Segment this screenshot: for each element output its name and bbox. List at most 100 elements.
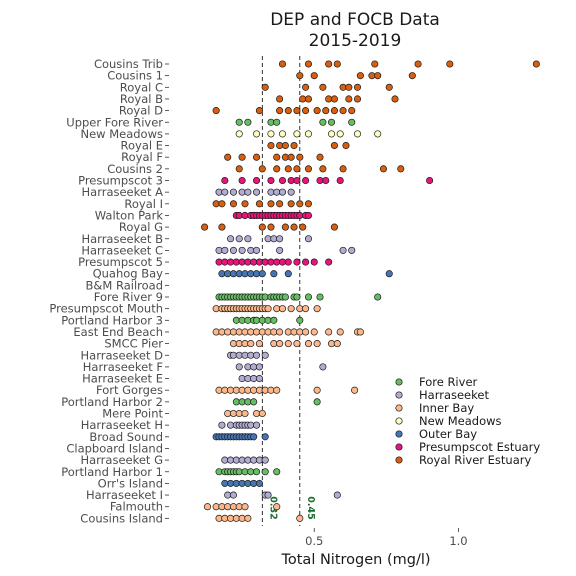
data-point [302,176,310,185]
data-point [313,386,321,394]
data-point [322,176,330,185]
data-point [276,235,284,243]
data-point [304,340,313,348]
data-point [278,188,287,196]
data-point [336,328,344,336]
data-point [287,188,295,196]
data-point [250,433,258,441]
reference-line-label: 0.45 [305,496,316,519]
data-point [374,72,382,80]
y-tick-label-royal-e: Royal E [121,139,163,153]
data-point [293,258,301,266]
data-point [284,165,292,173]
y-tick-label-cousins-island: Cousins Island [80,511,163,525]
data-point [255,340,263,348]
y-tick-label-royal-b: Royal B [120,92,163,106]
data-point [333,340,341,348]
y-tick-label-royal-f: Royal F [121,150,163,164]
data-point [258,223,266,231]
data-point [333,60,341,68]
y-tick-label-harraseeket-d: Harraseeket D [81,348,164,362]
data-point [281,142,289,150]
data-point [325,258,333,266]
data-point [241,200,249,208]
data-point [229,200,238,208]
data-point [267,176,275,185]
data-point [345,95,353,103]
data-point [235,130,243,138]
data-point [353,83,362,91]
data-point [353,95,362,103]
data-point [241,409,249,418]
legend-label: Fore River [419,375,478,389]
data-point [316,293,324,301]
data-point [276,200,284,208]
y-tick-label-presumpscot-5: Presumpscot 5 [78,255,163,269]
data-point [238,176,246,185]
data-point [278,130,287,138]
data-point [238,153,246,161]
data-point [252,153,261,161]
y-tick-label-royal-c: Royal C [120,80,163,94]
y-tick-label-harraseeket-c: Harraseeket C [81,243,163,257]
y-tick-label-falmouth: Falmouth [110,500,163,514]
data-point [227,235,235,243]
data-point [203,503,212,511]
data-point [339,165,347,173]
y-tick-label-harraseeket-f: Harraseeket F [83,360,163,374]
data-point [252,468,261,476]
data-point [351,386,359,394]
data-point [273,503,281,511]
data-point [316,153,324,161]
data-point [267,223,275,231]
data-point [304,130,313,138]
data-point [348,246,356,254]
data-point [255,479,263,487]
data-point [284,258,292,266]
data-point [342,142,350,150]
y-tick-label-b-m-railroad: B&M Railroad [86,278,163,292]
y-tick-label-harraseeket-g: Harraseeket G [80,453,163,467]
data-point [336,130,344,138]
data-point [267,142,275,150]
y-tick-label-mere-point: Mere Point [102,407,163,421]
data-point [284,270,292,278]
data-point [252,176,261,185]
data-point [267,130,275,138]
data-point [385,83,393,91]
y-tick-label-cousins-trib: Cousins Trib [94,57,163,71]
data-point [267,200,275,208]
data-point [293,130,301,138]
data-point [397,165,405,173]
y-tick-label-royal-g: Royal G [119,220,163,234]
data-point [229,188,238,196]
data-point [252,351,261,359]
data-point [385,270,393,278]
x-axis: 0.5 1.0 [305,528,468,548]
legend-label: New Meadows [419,414,502,428]
data-point [379,165,388,173]
legend-label: Inner Bay [419,401,474,415]
data-point [278,60,287,68]
y-tick-label-cousins-2: Cousins 2 [107,162,163,176]
data-point [261,468,269,476]
data-point [273,165,281,173]
data-point [327,130,336,138]
x-axis-label: Total Nitrogen (mg/l) [280,552,430,568]
y-tick-label-presumpscot-mouth: Presumpscot Mouth [49,302,163,316]
data-point [276,107,284,115]
data-point [255,363,263,371]
data-point [270,270,278,278]
data-point [255,374,263,383]
data-point [319,363,327,371]
data-point [284,107,292,115]
data-point [319,165,327,173]
data-point [322,107,330,115]
data-point [374,130,382,138]
y-tick-label-harraseeket-h: Harraseeket H [81,418,163,432]
data-point [290,223,298,231]
data-point [238,246,246,254]
data-point [281,293,289,301]
data-point [330,107,338,115]
